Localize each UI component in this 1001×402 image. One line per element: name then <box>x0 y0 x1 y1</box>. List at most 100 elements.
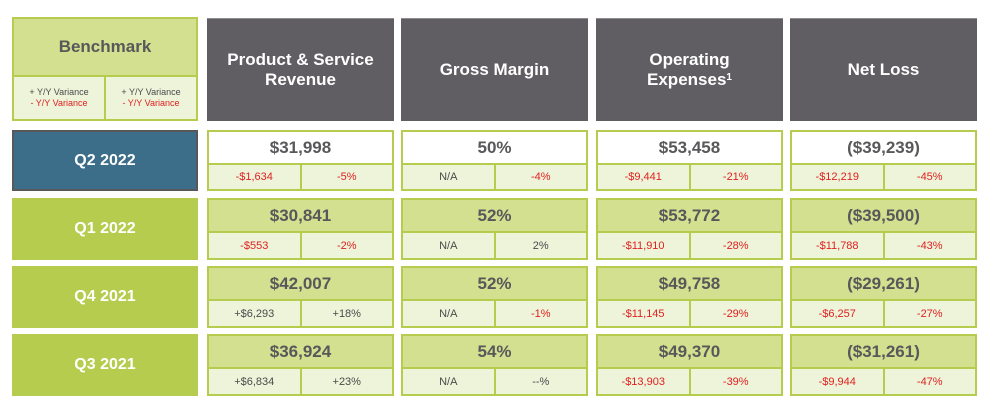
metric-value: $49,758 <box>598 268 781 301</box>
metric-value: ($29,261) <box>792 268 975 301</box>
period-label: Q4 2021 <box>12 266 198 328</box>
metric-cell: $31,998 -$1,634 -5% <box>207 130 394 191</box>
header-line: Product & Service <box>227 50 374 69</box>
metric-value: $30,841 <box>209 200 392 233</box>
variance-absolute: -$1,634 <box>235 171 273 183</box>
variance-absolute: -$11,788 <box>815 239 859 252</box>
column-header-operating-expenses: Operating Expenses1 <box>596 18 783 121</box>
metric-cell: ($29,261) -$6,257 -27% <box>790 266 977 328</box>
metric-value: ($39,500) <box>792 200 975 233</box>
variance-absolute: -$9,944 <box>818 375 856 388</box>
variance-row: -$13,903 -39% <box>598 369 781 394</box>
variance-absolute: -$11,910 <box>621 239 665 252</box>
legend-percent-variance: + Y/Y Variance - Y/Y Variance <box>104 77 196 119</box>
variance-absolute: -$553 <box>240 239 269 252</box>
variance-row: N/A --% <box>403 369 586 394</box>
variance-row: N/A -1% <box>403 301 586 326</box>
column-header-revenue: Product & Service Revenue <box>207 18 394 121</box>
variance-row: -$11,788 -43% <box>792 233 975 258</box>
metric-value: 54% <box>403 336 586 369</box>
variance-absolute: -$13,903 <box>621 375 665 388</box>
variance-row: -$11,145 -29% <box>598 301 781 326</box>
metric-cell: $53,772 -$11,910 -28% <box>596 198 783 260</box>
footnote-marker: 1 <box>726 72 732 83</box>
metric-cell: $36,924 +$6,834 +23% <box>207 334 394 396</box>
metric-value: $31,998 <box>209 132 392 165</box>
variance-percent: -27% <box>882 301 976 326</box>
variance-row: -$6,257 -27% <box>792 301 975 326</box>
variance-percent: -4% <box>493 165 587 189</box>
variance-percent: 2% <box>493 233 587 258</box>
variance-percent: -47% <box>882 369 976 394</box>
variance-absolute: N/A <box>439 307 458 320</box>
variance-percent: +23% <box>299 369 393 394</box>
legend-positive: + Y/Y Variance <box>29 87 89 97</box>
metric-value: 50% <box>403 132 586 165</box>
metric-cell: $42,007 +$6,293 +18% <box>207 266 394 328</box>
metric-cell: 54% N/A --% <box>401 334 588 396</box>
metric-cell: ($39,239) -$12,219 -45% <box>790 130 977 191</box>
variance-percent: -28% <box>688 233 782 258</box>
variance-percent: --% <box>493 369 587 394</box>
legend-positive: + Y/Y Variance <box>121 87 181 97</box>
period-label: Q1 2022 <box>12 198 198 260</box>
variance-absolute: N/A <box>439 239 458 252</box>
metric-cell: ($31,261) -$9,944 -47% <box>790 334 977 396</box>
variance-percent: -1% <box>493 301 587 326</box>
variance-row: -$9,944 -47% <box>792 369 975 394</box>
column-header-net-loss: Net Loss <box>790 18 977 121</box>
variance-percent: -2% <box>299 233 393 258</box>
metric-value: 52% <box>403 268 586 301</box>
variance-row: -$1,634 -5% <box>209 165 392 189</box>
period-label: Q2 2022 <box>12 130 198 191</box>
metric-value: ($39,239) <box>792 132 975 165</box>
header-line: Net Loss <box>847 60 920 79</box>
header-line: Operating <box>649 50 730 69</box>
variance-percent: -5% <box>299 165 393 189</box>
variance-row: -$9,441 -21% <box>598 165 781 189</box>
variance-row: +$6,293 +18% <box>209 301 392 326</box>
metric-cell: $30,841 -$553 -2% <box>207 198 394 260</box>
metric-cell: 50% N/A -4% <box>401 130 588 191</box>
metric-value: $36,924 <box>209 336 392 369</box>
variance-row: -$11,910 -28% <box>598 233 781 258</box>
variance-absolute: +$6,834 <box>234 375 275 388</box>
variance-absolute: N/A <box>439 375 458 388</box>
variance-row: -$12,219 -45% <box>792 165 975 189</box>
variance-percent: -39% <box>688 369 782 394</box>
header-line: Revenue <box>265 70 336 89</box>
header-line: Expenses <box>647 70 727 89</box>
header-line: Gross Margin <box>439 60 550 79</box>
variance-percent: +18% <box>299 301 393 326</box>
metric-value: $49,370 <box>598 336 781 369</box>
metric-cell: $49,758 -$11,145 -29% <box>596 266 783 328</box>
variance-percent: -45% <box>882 165 976 189</box>
variance-percent: -29% <box>688 301 782 326</box>
metric-cell: $53,458 -$9,441 -21% <box>596 130 783 191</box>
benchmark-legend: Benchmark + Y/Y Variance - Y/Y Variance … <box>12 17 198 121</box>
period-label: Q3 2021 <box>12 334 198 396</box>
variance-percent: -43% <box>882 233 976 258</box>
metric-value: $53,458 <box>598 132 781 165</box>
legend-negative: - Y/Y Variance <box>122 98 180 108</box>
variance-absolute: -$12,219 <box>815 171 859 183</box>
benchmark-title: Benchmark <box>14 19 196 77</box>
variance-absolute: N/A <box>439 171 458 183</box>
variance-row: -$553 -2% <box>209 233 392 258</box>
metric-value: $53,772 <box>598 200 781 233</box>
variance-absolute: -$9,441 <box>624 171 662 183</box>
metric-cell: 52% N/A -1% <box>401 266 588 328</box>
variance-percent: -21% <box>688 165 782 189</box>
variance-row: +$6,834 +23% <box>209 369 392 394</box>
metric-value: $42,007 <box>209 268 392 301</box>
metric-cell: 52% N/A 2% <box>401 198 588 260</box>
metric-value: 52% <box>403 200 586 233</box>
variance-row: N/A -4% <box>403 165 586 189</box>
metric-cell: $49,370 -$13,903 -39% <box>596 334 783 396</box>
benchmark-legend-row: + Y/Y Variance - Y/Y Variance + Y/Y Vari… <box>14 77 196 119</box>
variance-row: N/A 2% <box>403 233 586 258</box>
metric-cell: ($39,500) -$11,788 -43% <box>790 198 977 260</box>
variance-absolute: -$11,145 <box>621 307 665 320</box>
legend-negative: - Y/Y Variance <box>30 98 88 108</box>
variance-absolute: +$6,293 <box>234 307 275 320</box>
